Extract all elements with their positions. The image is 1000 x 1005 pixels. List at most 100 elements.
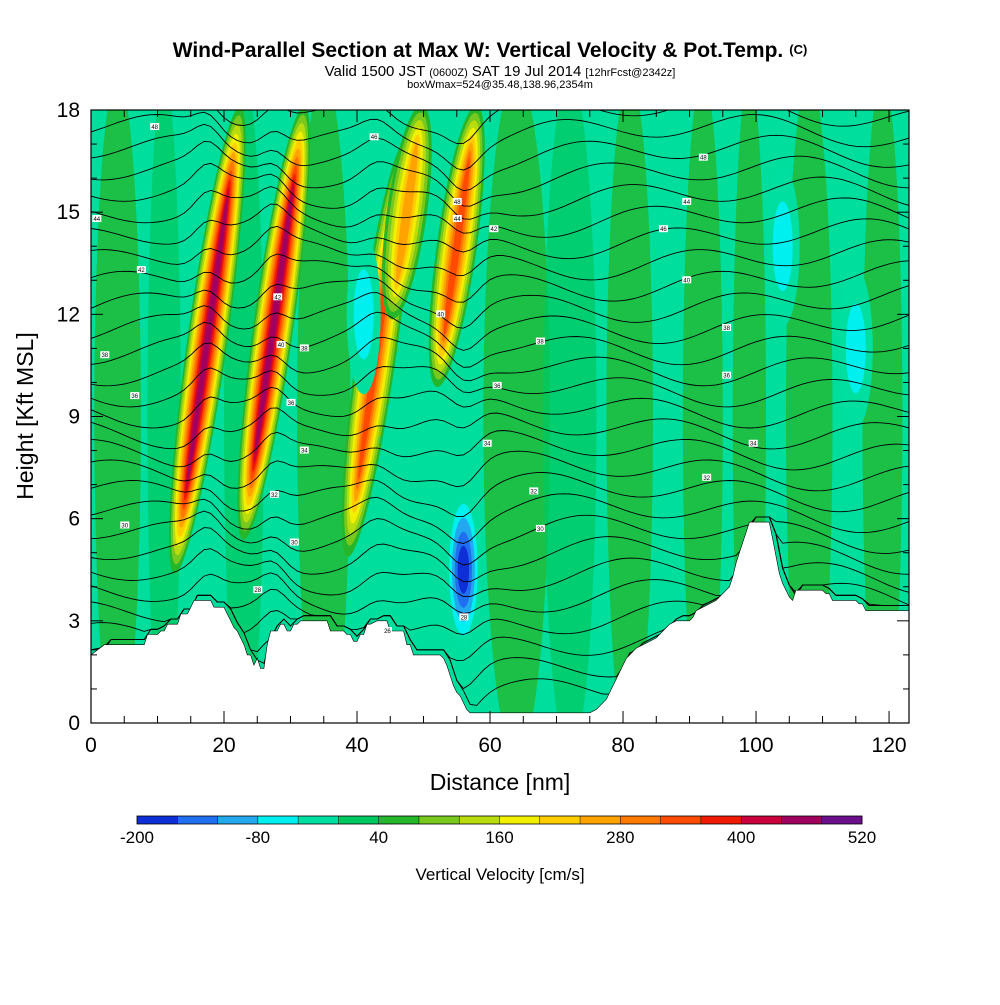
theta-label-bg — [535, 524, 545, 532]
theta-label: 48 — [452, 197, 462, 206]
colorbar-swatch — [217, 816, 259, 824]
theta-label-text: 42 — [491, 227, 498, 233]
theta-contour — [91, 253, 909, 303]
theta-label: 42 — [489, 225, 499, 233]
theta-label-text: 34 — [301, 449, 308, 455]
y-tick-label: 15 — [57, 201, 80, 224]
colorbar-tick-labels: -200 -80 40 160 280 400 520 — [120, 828, 876, 847]
theta-label-bg — [136, 266, 146, 274]
y-tick-label: 0 — [68, 712, 80, 735]
theta-label-text: 38 — [537, 340, 544, 346]
theta-label: 32 — [702, 473, 712, 482]
field-band — [606, 110, 653, 723]
colorbar-swatch — [298, 816, 339, 824]
colorbar-swatch — [781, 816, 823, 824]
x-tick-label: 60 — [478, 734, 501, 757]
theta-label: 34 — [748, 439, 758, 448]
y-axis-label: Height [Kft MSL] — [12, 332, 38, 499]
theta-contour — [91, 186, 909, 238]
theta-label: 44 — [682, 197, 692, 206]
y-tick-label: 6 — [68, 508, 80, 531]
theta-label-bg — [369, 133, 379, 141]
theta-label-text: 48 — [454, 200, 461, 206]
colorbar-tick-label: -80 — [246, 828, 271, 847]
theta-label: 30 — [289, 538, 299, 547]
colorbar-swatch — [137, 816, 178, 824]
theta-label-bg — [382, 627, 392, 635]
theta-label-text: 40 — [278, 343, 285, 349]
theta-label-text: 26 — [384, 629, 391, 635]
theta-label: 30 — [120, 521, 130, 529]
theta-label-bg — [100, 351, 110, 359]
colorbar — [136, 815, 863, 825]
colorbar-swatch — [700, 816, 742, 824]
theta-contour — [91, 386, 909, 429]
downdraft-core — [845, 303, 866, 394]
theta-label-bg — [276, 340, 286, 348]
theta-label-bg — [459, 613, 469, 621]
theta-label-bg — [748, 439, 758, 447]
theta-contour — [91, 123, 909, 192]
theta-contour — [216, 110, 909, 144]
theta-label-bg — [535, 337, 545, 345]
colorbar-swatch — [821, 816, 863, 824]
theta-label-text: 44 — [454, 217, 461, 223]
theta-label: 28 — [253, 586, 263, 594]
theta-label-text: 42 — [138, 268, 145, 274]
theta-label: 40 — [276, 340, 286, 349]
theta-label-bg — [682, 197, 692, 205]
theta-label-text: 32 — [271, 493, 278, 499]
theta-label-text: 30 — [537, 527, 544, 533]
theta-contour — [91, 336, 909, 387]
colorbar-label: Vertical Velocity [cm/s] — [415, 865, 584, 884]
theta-label-bg — [482, 439, 492, 447]
downdraft-core — [353, 269, 374, 360]
updraft-plume — [187, 197, 228, 483]
theta-label-text: 34 — [750, 442, 757, 448]
theta-label-text: 38 — [723, 326, 730, 332]
x-tick-label: 100 — [739, 734, 774, 757]
theta-label: 32 — [269, 490, 279, 499]
theta-label-bg — [452, 214, 462, 222]
theta-label-text: 46 — [660, 227, 667, 233]
theta-label-bg — [286, 398, 296, 406]
theta-label-bg — [702, 473, 712, 481]
colorbar-swatch — [660, 816, 702, 824]
theta-label: 48 — [698, 153, 708, 162]
colorbar-tick-label: -200 — [120, 828, 154, 847]
theta-label-text: 30 — [291, 541, 298, 547]
theta-label-text: 44 — [93, 217, 100, 223]
colorbar-tick-label: 160 — [485, 828, 513, 847]
theta-label-bg — [436, 310, 446, 318]
theta-label-bg — [299, 446, 309, 454]
theta-label: 38 — [100, 351, 110, 359]
theta-label-text: 38 — [301, 346, 308, 352]
chart-subtitle: Valid 1500 JST (0600Z) SAT 19 Jul 2014 [12h… — [325, 63, 676, 80]
theta-contour — [91, 292, 909, 351]
theta-contour — [91, 450, 909, 492]
theta-contour — [91, 162, 909, 220]
y-tick-label: 9 — [68, 406, 80, 429]
x-tick-labels: 0 20 40 60 80 100 120 — [85, 734, 906, 757]
theta-label: 36 — [286, 398, 296, 407]
x-tick-label: 120 — [872, 734, 907, 757]
theta-label: 44 — [92, 214, 102, 223]
theta-label-text: 32 — [530, 489, 537, 495]
theta-contour — [91, 407, 909, 450]
theta-contour — [91, 516, 909, 583]
theta-label-bg — [150, 123, 160, 131]
theta-label-bg — [289, 538, 299, 546]
downdraft-core — [772, 201, 793, 292]
colorbar-swatch — [378, 816, 420, 824]
theta-label-bg — [492, 381, 502, 389]
updraft-plume — [396, 142, 418, 283]
theta-label: 38 — [535, 337, 545, 346]
theta-label-bg — [452, 197, 462, 205]
theta-label: 42 — [273, 293, 283, 301]
x-tick-label: 20 — [212, 734, 235, 757]
theta-label-text: 36 — [494, 384, 501, 390]
theta-label-text: 32 — [703, 476, 710, 482]
theta-label-text: 40 — [437, 312, 444, 318]
theta-label: 30 — [535, 524, 545, 533]
